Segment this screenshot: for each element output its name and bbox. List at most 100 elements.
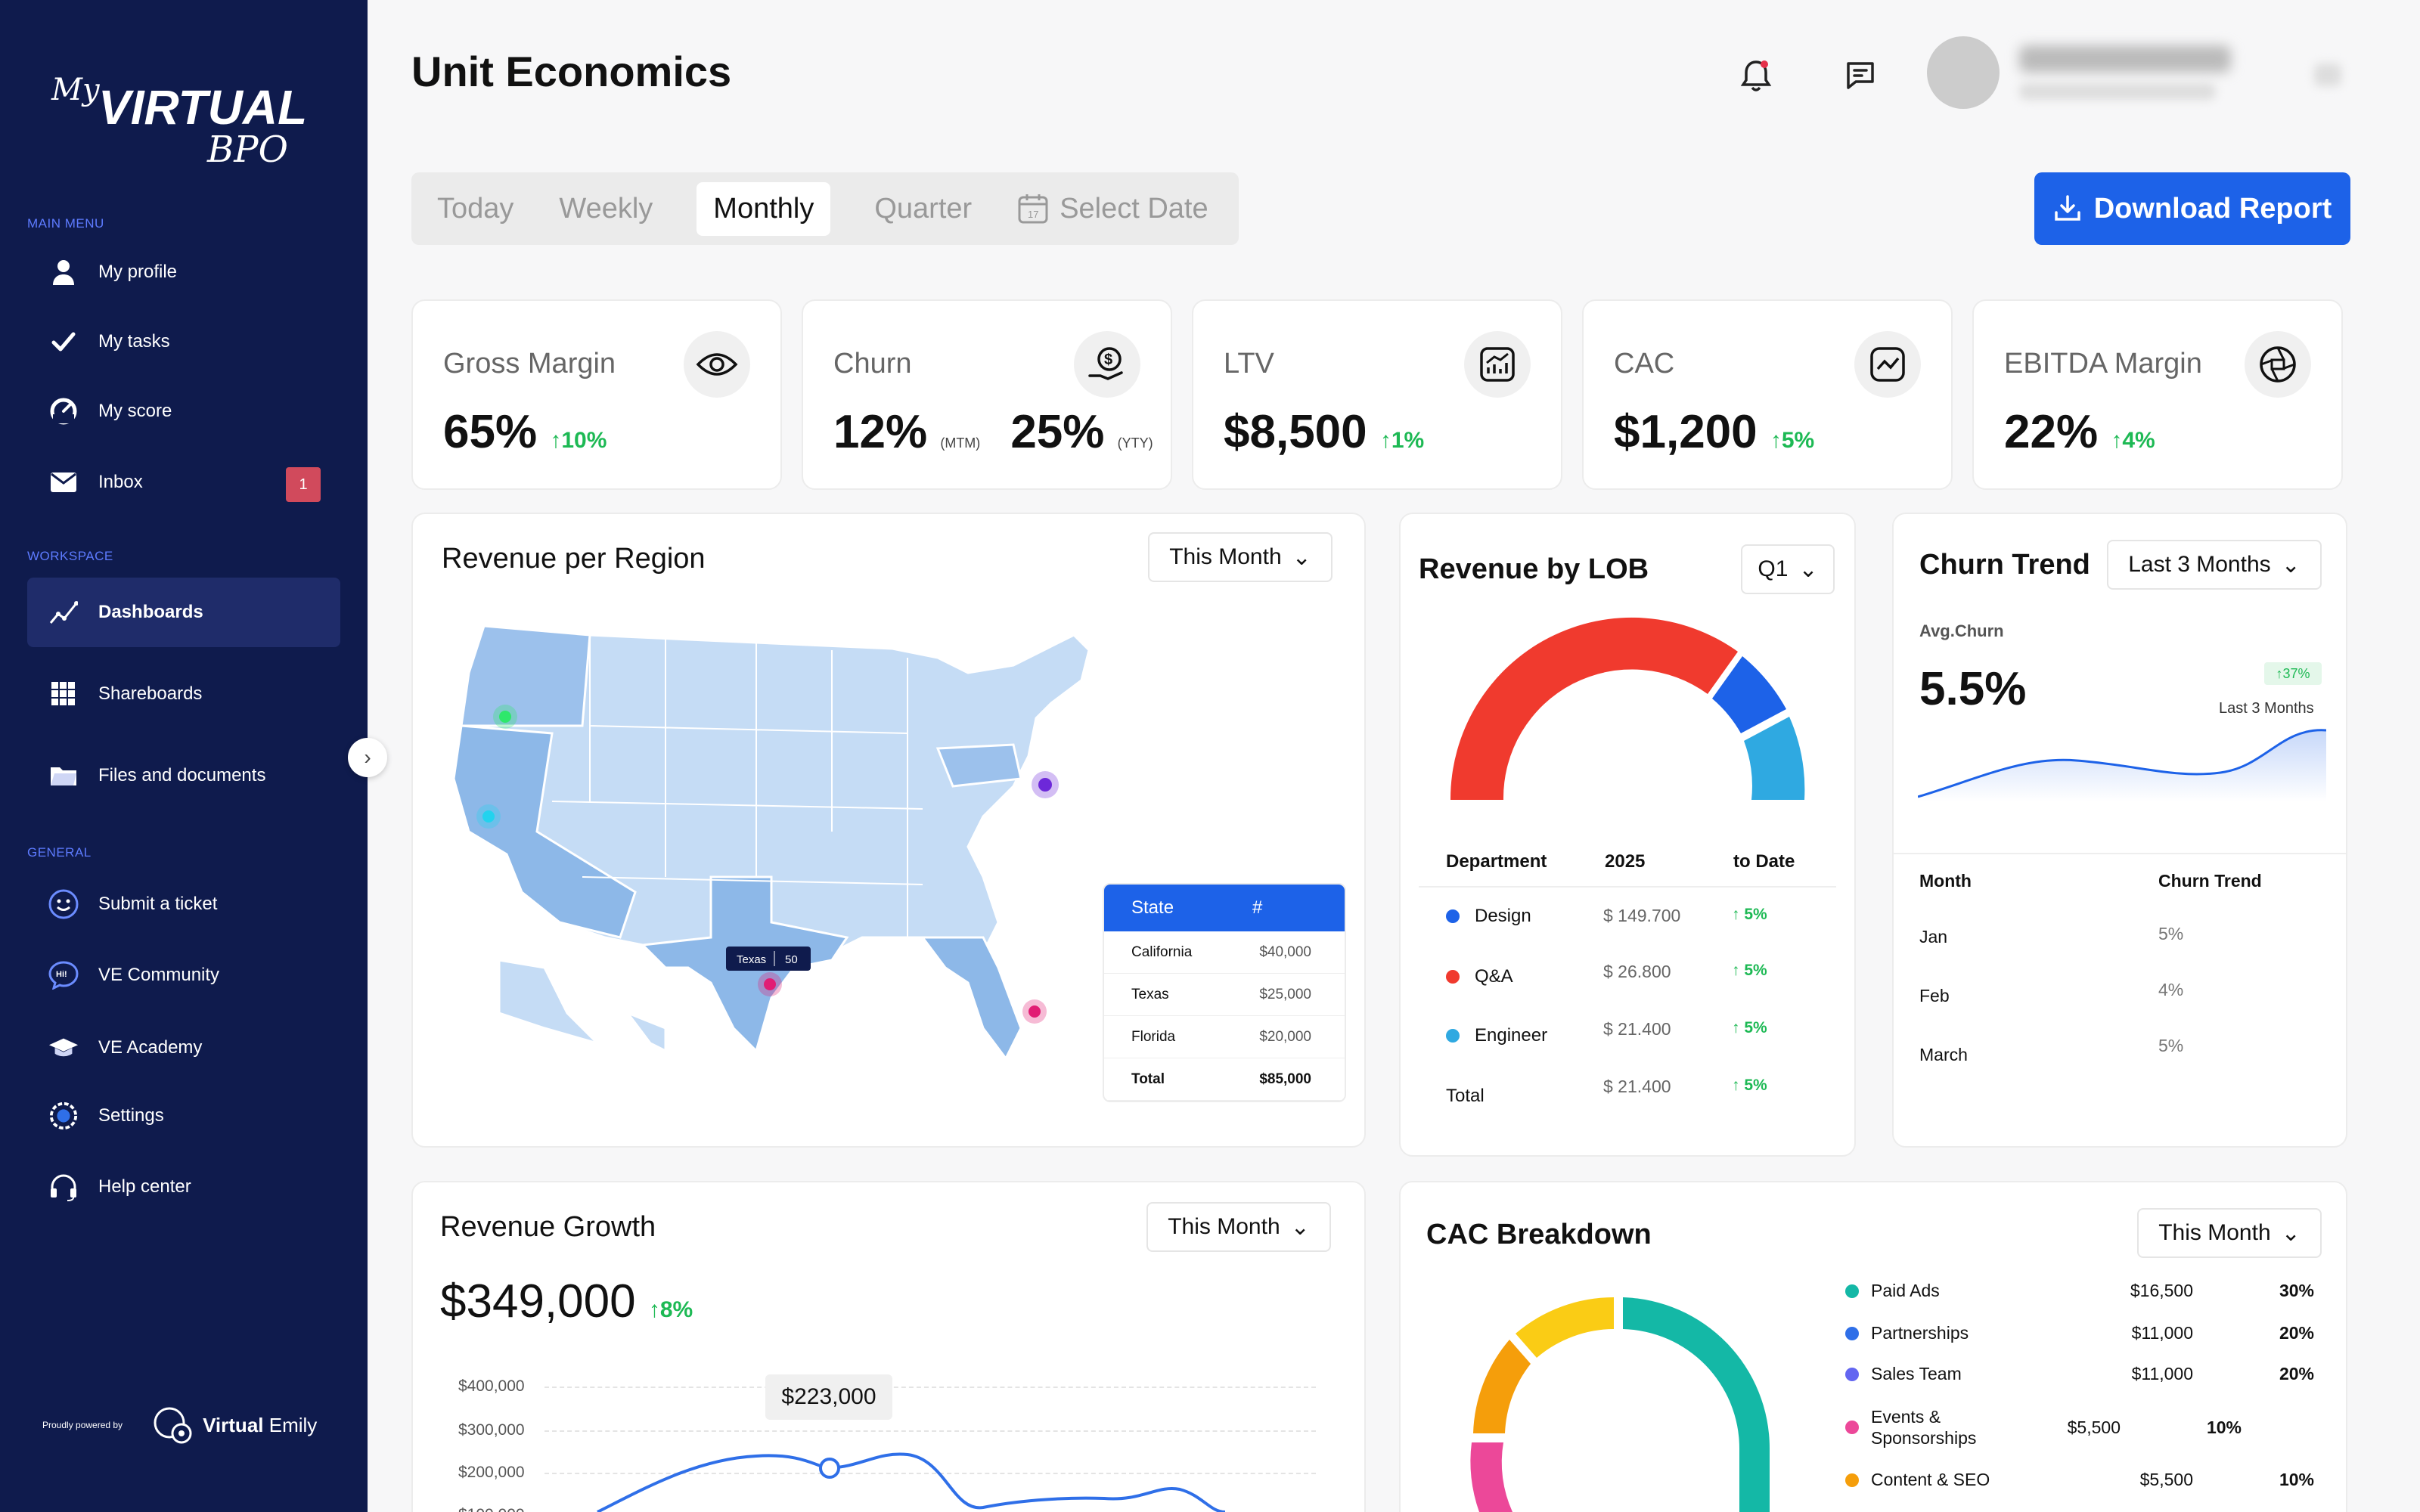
cac-row: Events & Sponsorships $5,500 10% xyxy=(1845,1406,2314,1448)
lob-name: Design xyxy=(1475,906,1531,926)
sidebar-item-inbox[interactable]: Inbox 1 xyxy=(27,448,340,517)
brand-logo: My VIRTUAL BPO xyxy=(51,73,306,171)
marker-point xyxy=(1028,1005,1041,1018)
churn-trend-card xyxy=(1892,513,2347,1148)
chevron-down-icon: ⌄ xyxy=(1292,544,1311,570)
table-header-num: # xyxy=(1252,897,1263,918)
sidebar: My VIRTUAL BPO MAIN MENU My profile My t… xyxy=(0,0,368,1512)
gauge-icon xyxy=(48,396,79,426)
sidebar-item-my-tasks[interactable]: My tasks xyxy=(27,307,340,376)
kpi-label: Churn xyxy=(833,348,912,380)
cac-amount: $5,500 xyxy=(2139,1470,2193,1489)
lob-name: Engineer xyxy=(1475,1025,1548,1046)
avg-churn-label: Avg.Churn xyxy=(1919,621,2004,640)
cac-row: Paid Ads $16,500 30% xyxy=(1845,1281,2314,1301)
kpi-change: 5% xyxy=(1781,428,1815,453)
churn-value: 5% xyxy=(2158,924,2184,943)
table-row: Texas $25,000 xyxy=(1104,974,1345,1016)
texas-tooltip: Texas 50 xyxy=(726,947,811,971)
churn-header-month: Month xyxy=(1919,871,1972,891)
download-report-button[interactable]: Download Report xyxy=(2034,172,2350,245)
churn-sparkline xyxy=(1918,729,2326,801)
lob-total-change: ↑ 5% xyxy=(1732,1077,1767,1094)
churn-month: Jan xyxy=(1919,927,1948,947)
growth-title: Revenue Growth xyxy=(440,1211,656,1243)
check-icon xyxy=(48,327,79,357)
notification-button[interactable] xyxy=(1733,53,1779,98)
messages-button[interactable] xyxy=(1838,53,1883,98)
sidebar-item-dashboards[interactable]: Dashboards xyxy=(27,578,340,647)
sidebar-item-label: VE Academy xyxy=(98,1037,203,1058)
aperture-icon xyxy=(2245,331,2311,398)
cac-pct: 20% xyxy=(2279,1323,2314,1343)
tab-select-date[interactable]: 17 Select Date xyxy=(1001,182,1224,236)
download-icon xyxy=(2054,195,2080,221)
user-menu-chevron[interactable] xyxy=(2314,64,2341,86)
region-period-dropdown[interactable]: This Month ⌄ xyxy=(1148,532,1333,582)
growth-period-dropdown[interactable]: This Month ⌄ xyxy=(1146,1202,1331,1252)
sidebar-item-label: Settings xyxy=(98,1105,164,1126)
kpi-cac: CAC $1,200 ↑5% xyxy=(1582,299,1953,490)
avatar[interactable] xyxy=(1927,36,2000,109)
kpi-sub-mtm: (MTM) xyxy=(940,435,981,451)
trend-line-icon xyxy=(1854,331,1921,398)
lob-amount: $ 26.800 xyxy=(1603,962,1671,981)
legend-dot xyxy=(1845,1367,1859,1381)
sidebar-item-my-score[interactable]: My score xyxy=(27,376,340,446)
bell-icon xyxy=(1740,60,1772,91)
lob-change: ↑ 5% xyxy=(1732,1019,1767,1036)
sidebar-item-files[interactable]: Files and documents xyxy=(27,741,340,810)
sidebar-item-label: Shareboards xyxy=(98,683,203,704)
kpi-change: 1% xyxy=(1391,428,1425,453)
sidebar-item-shareboards[interactable]: Shareboards xyxy=(27,659,340,729)
sidebar-item-label: Inbox xyxy=(98,472,143,492)
kpi-label: Gross Margin xyxy=(443,348,616,380)
sidebar-item-submit-ticket[interactable]: Submit a ticket xyxy=(27,869,340,939)
sidebar-item-my-profile[interactable]: My profile xyxy=(27,237,340,307)
churn-period-dropdown[interactable]: Last 3 Months ⌄ xyxy=(2107,540,2322,590)
cac-pct: 20% xyxy=(2279,1364,2314,1383)
state-northwest xyxy=(460,624,591,727)
marker-point xyxy=(1038,778,1052,792)
region-title: Revenue per Region xyxy=(442,543,706,575)
gauge-segment-qa xyxy=(1450,617,1738,800)
svg-text:$: $ xyxy=(1104,352,1112,368)
kpi-ltv: LTV $8,500 ↑1% xyxy=(1192,299,1562,490)
ve-bold: Virtual xyxy=(203,1413,264,1436)
cac-row: Partnerships $11,000 20% xyxy=(1845,1323,2314,1343)
kpi-value: $1,200 xyxy=(1614,406,1758,458)
collapse-sidebar-button[interactable]: › xyxy=(348,738,387,777)
sidebar-item-ve-academy[interactable]: VE Academy xyxy=(27,1013,340,1083)
tab-monthly[interactable]: Monthly xyxy=(697,181,831,236)
churn-header-trend: Churn Trend xyxy=(2158,871,2262,891)
cac-amount: $11,000 xyxy=(2131,1323,2193,1343)
legend-dot xyxy=(1446,909,1460,923)
logo-virtual: VIRTUAL xyxy=(98,80,306,135)
sidebar-item-label: Dashboards xyxy=(98,602,203,622)
main-menu-label: MAIN MENU xyxy=(27,216,104,231)
y-axis-label: $100,000 xyxy=(458,1506,525,1512)
cac-name: Events & Sponsorships xyxy=(1871,1407,1977,1448)
calendar-day: 17 xyxy=(1028,209,1038,220)
kpi-value: 22% xyxy=(2004,406,2099,458)
logo-my: My xyxy=(51,73,101,107)
tab-today[interactable]: Today xyxy=(437,192,514,225)
cac-period-dropdown[interactable]: This Month ⌄ xyxy=(2137,1208,2322,1258)
sidebar-item-ve-community[interactable]: Hi! VE Community xyxy=(27,940,340,1010)
lob-period-dropdown[interactable]: Q1 ⌄ xyxy=(1741,544,1835,594)
y-axis-label: $400,000 xyxy=(458,1377,525,1395)
graduation-cap-icon xyxy=(48,1033,79,1063)
sidebar-item-settings[interactable]: Settings xyxy=(27,1081,340,1151)
legend-dot xyxy=(1845,1284,1859,1298)
growth-line-chart xyxy=(597,1452,1226,1512)
state-florida xyxy=(920,936,1022,1061)
download-label: Download Report xyxy=(2093,192,2332,225)
sidebar-item-help-center[interactable]: Help center xyxy=(27,1152,340,1222)
growth-tooltip: $223,000 xyxy=(765,1374,892,1420)
kpi-label: LTV xyxy=(1224,348,1274,380)
churn-value: 4% xyxy=(2158,980,2184,999)
tab-quarter[interactable]: Quarter xyxy=(874,192,973,225)
state-hawaii xyxy=(624,1010,667,1053)
tab-weekly[interactable]: Weekly xyxy=(559,192,653,225)
lob-header-todate: to Date xyxy=(1733,851,1795,872)
